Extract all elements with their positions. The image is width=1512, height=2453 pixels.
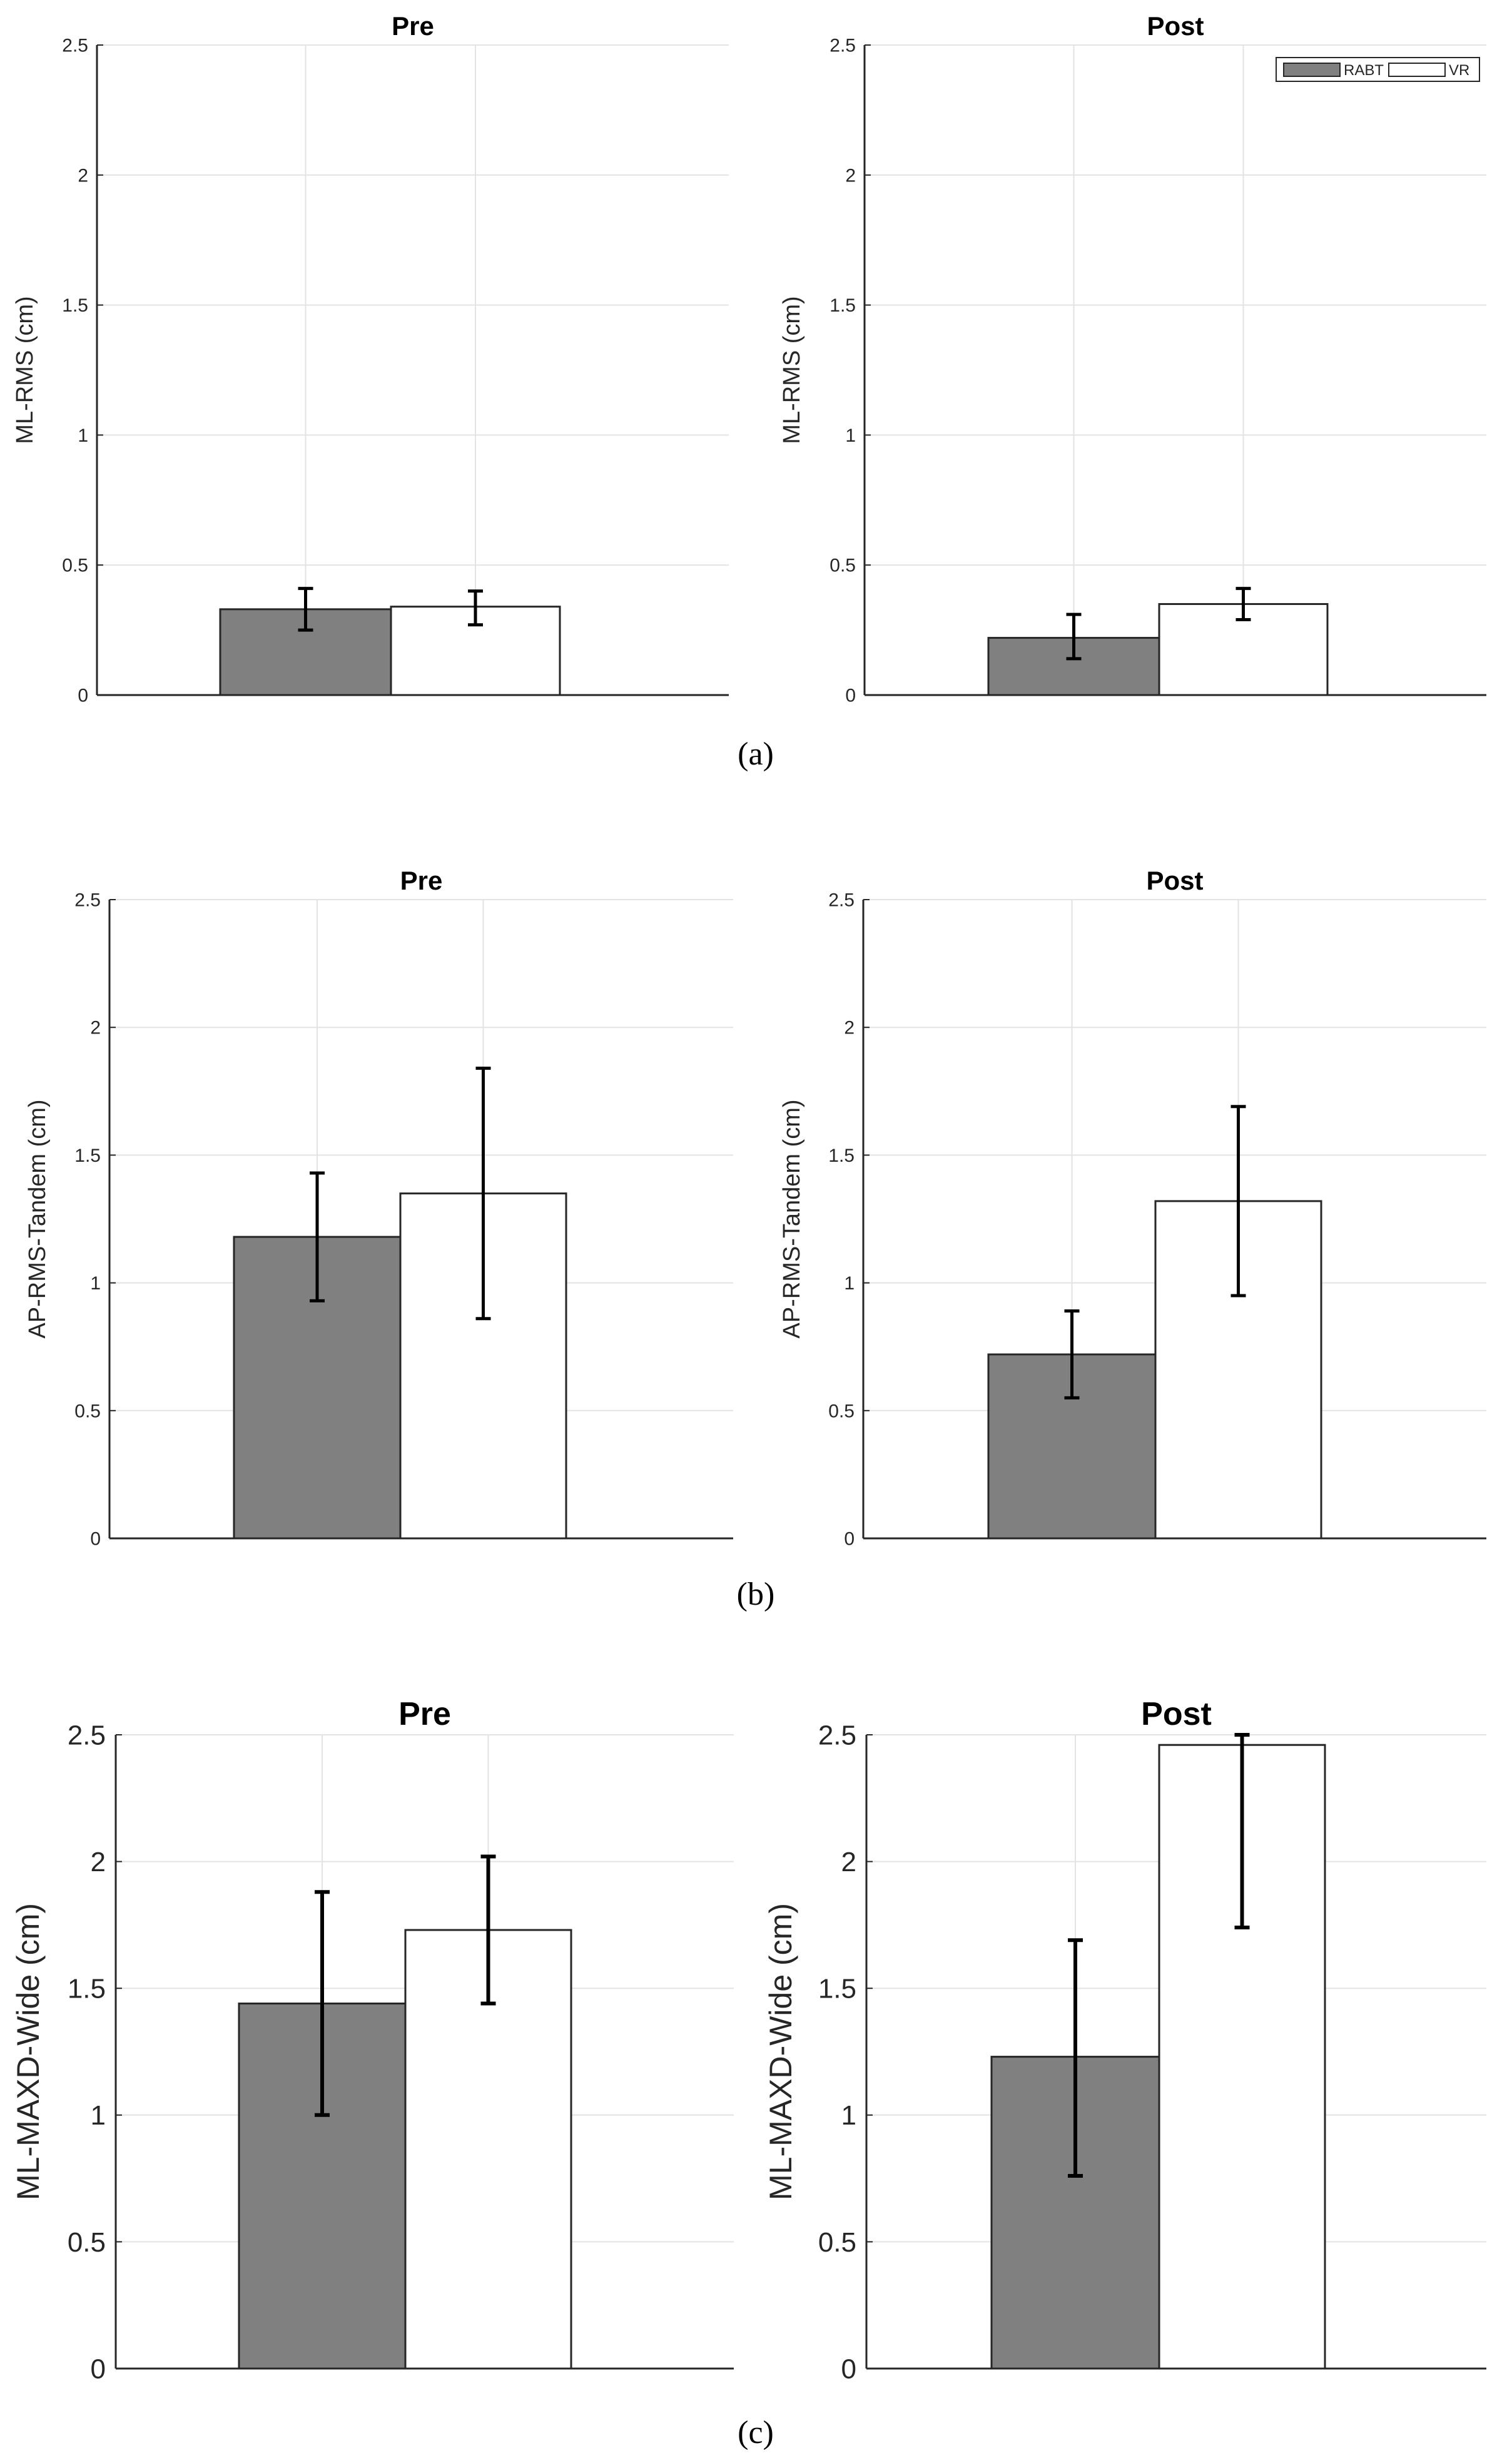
- chart-title: Pre: [400, 866, 443, 895]
- y-axis-label: AP-RMS-Tandem (cm): [779, 1099, 805, 1338]
- chart-title: Post: [1147, 11, 1204, 41]
- y-axis-label: ML-RMS (cm): [12, 296, 38, 444]
- chart-a-post: 0 0.5 1 1.5 2 2.5 Post ML-RMS (cm): [779, 11, 1486, 706]
- y-tick-label: 1: [845, 425, 856, 446]
- chart-b-pre: 0 0.5 1 1.5 2 2.5 Pre AP-RMS-Tandem (cm): [24, 866, 733, 1550]
- y-tick-label: 2: [844, 1018, 855, 1039]
- y-tick-label: 2.5: [74, 890, 101, 911]
- y-axis-label: AP-RMS-Tandem (cm): [24, 1099, 51, 1338]
- y-tick-label: 1: [90, 1273, 101, 1294]
- y-tick-label: 2.5: [62, 36, 88, 56]
- y-tick-label: 1: [841, 2100, 856, 2131]
- y-axis-label: ML-RMS (cm): [779, 296, 805, 444]
- chart-title: Pre: [398, 1696, 451, 1732]
- y-tick-label: 2: [91, 1847, 106, 1877]
- y-tick-label: 1.5: [828, 1145, 855, 1166]
- legend-label-vr: VR: [1449, 62, 1469, 79]
- chart-c-pre: 0 0.5 1 1.5 2 2.5 Pre ML-MAXD-Wide (cm): [11, 1696, 734, 2384]
- panel-label-a: (a): [738, 736, 774, 772]
- chart-a-pre: 0 0.5 1 1.5 2 2.5 Pre ML-RMS (cm): [12, 11, 729, 706]
- y-tick-label: 0: [78, 686, 88, 706]
- y-tick-label: 0.5: [818, 2227, 856, 2258]
- chart-b-post: 0 0.5 1 1.5 2 2.5 Post AP-RMS-Tandem (cm): [779, 866, 1486, 1550]
- charts-layer: 0 0.5 1 1.5 2 2.5 Pre ML-RMS (cm) 0 0.5 1 1.5 2 2.5 Po…: [11, 11, 1486, 2384]
- chart-c-post: 0 0.5 1 1.5 2 2.5 Post ML-MAXD-Wide (cm): [763, 1696, 1486, 2384]
- panel-label-c: (c): [738, 2415, 774, 2450]
- y-tick-label: 2: [78, 165, 88, 186]
- y-tick-label: 0.5: [828, 1401, 855, 1421]
- y-tick-label: 0.5: [68, 2227, 106, 2258]
- y-tick-label: 0.5: [74, 1401, 101, 1421]
- legend-swatch-vr: [1388, 63, 1446, 77]
- legend-label-rabt: RABT: [1344, 62, 1384, 79]
- chart-title: Pre: [392, 11, 434, 41]
- y-tick-label: 2.5: [830, 36, 856, 56]
- y-tick-label: 2.5: [68, 1720, 106, 1750]
- y-axis-label: ML-MAXD-Wide (cm): [11, 1903, 46, 2200]
- y-axis-label: ML-MAXD-Wide (cm): [763, 1903, 798, 2200]
- panel-label-b: (b): [737, 1577, 775, 1612]
- y-tick-label: 1.5: [818, 1974, 856, 2004]
- y-tick-label: 2: [845, 165, 856, 186]
- y-tick-label: 1.5: [62, 295, 88, 316]
- y-tick-label: 0: [841, 2354, 856, 2384]
- y-tick-label: 0.5: [830, 556, 856, 576]
- y-tick-label: 0: [844, 1529, 855, 1550]
- y-tick-label: 2.5: [828, 890, 855, 911]
- chart-title: Post: [1146, 866, 1203, 895]
- chart-title: Post: [1141, 1696, 1212, 1732]
- y-tick-label: 2: [841, 1847, 856, 1877]
- legend-swatch-rabt: [1283, 63, 1341, 77]
- y-tick-label: 2.5: [818, 1720, 856, 1750]
- y-tick-label: 1: [78, 425, 88, 446]
- y-tick-label: 0: [91, 2354, 106, 2384]
- y-tick-label: 1: [91, 2100, 106, 2131]
- y-tick-label: 1.5: [830, 295, 856, 316]
- y-tick-label: 2: [90, 1018, 101, 1039]
- y-tick-label: 1.5: [68, 1974, 106, 2004]
- y-tick-label: 0: [845, 686, 856, 706]
- legend: RABT VR: [1276, 57, 1480, 82]
- y-tick-label: 0: [90, 1529, 101, 1550]
- y-tick-label: 1.5: [74, 1145, 101, 1166]
- y-tick-label: 1: [844, 1273, 855, 1294]
- y-tick-label: 0.5: [62, 556, 88, 576]
